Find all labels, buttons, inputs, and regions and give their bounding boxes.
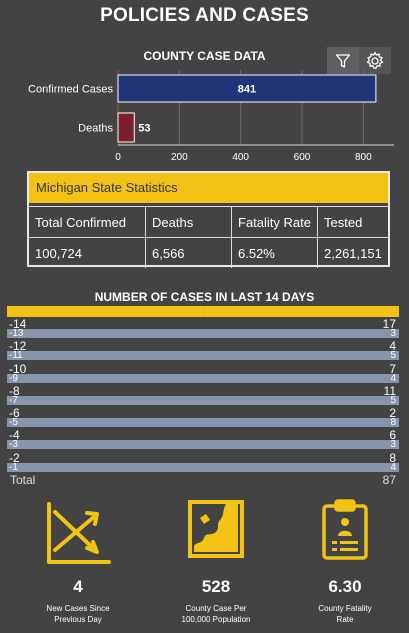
settings-button[interactable] — [359, 47, 391, 74]
day-row: -12 4 — [7, 339, 399, 353]
state-stats-header: Michigan State Statistics — [29, 173, 388, 203]
day-row: -9 4 — [7, 373, 399, 384]
gear-icon — [366, 51, 384, 69]
day-row: -3 3 — [7, 439, 399, 450]
filter-icon — [335, 53, 351, 68]
day-offset: -10 — [9, 362, 27, 376]
county-case-chart: 0 200 400 600 800 Confirmed Cases 841 Deaths 53 — [28, 70, 394, 163]
county-chart-title: COUNTY CASE DATA — [143, 49, 266, 63]
day-cases: 17 — [382, 317, 396, 331]
page-title: POLICIES AND CASES — [100, 5, 309, 26]
kpi-fatality-rate-value: 6.30 — [328, 577, 362, 596]
day-row: -7 5 — [7, 395, 399, 406]
day-offset: -3 — [9, 439, 18, 450]
x-tick-label: 0 — [115, 152, 121, 163]
column-header: Deaths — [146, 206, 232, 237]
column-header: Tested — [318, 206, 388, 237]
bar — [117, 74, 377, 103]
day-offset: -1 — [9, 462, 18, 473]
day-row: -8 11 — [7, 384, 399, 398]
kpi-label-line: County Fatality — [318, 604, 372, 613]
kpi-label-line: Previous Day — [54, 615, 102, 624]
x-tick-label: 200 — [171, 152, 188, 163]
day-cases: 3 — [390, 328, 396, 339]
filter-button[interactable] — [327, 47, 359, 74]
day-offset: -6 — [9, 406, 20, 420]
category-label: Deaths — [78, 123, 113, 135]
kpi-new-cases: 4 New Cases Since Previous Day — [10, 498, 146, 625]
total-confirmed-value: 100,724 — [29, 237, 146, 268]
day-row: -11 5 — [7, 350, 399, 361]
category-label: Confirmed Cases — [28, 84, 113, 96]
day-offset: -5 — [9, 417, 18, 428]
day-row: -5 8 — [7, 417, 399, 428]
tested-value: 2,261,151 — [318, 237, 388, 268]
kpi-label-line: 100,000 Population — [181, 615, 251, 624]
last14-header-bar — [7, 306, 399, 317]
day-row: -10 7 — [7, 362, 399, 376]
total-value: 87 — [382, 473, 396, 487]
day-offset: -14 — [9, 317, 27, 331]
fatality-rate-value: 6.52% — [232, 237, 318, 268]
kpi-new-cases-value: 4 — [73, 577, 83, 596]
day-row: -6 2 — [7, 406, 399, 420]
last14-total-row: Total 87 — [7, 473, 399, 487]
day-cases: 5 — [390, 395, 396, 406]
day-row: -4 6 — [7, 428, 399, 442]
state-stats-header-row: Total Confirmed Deaths Fatality Rate Tes… — [29, 206, 388, 237]
day-offset: -7 — [9, 395, 18, 406]
column-header: Fatality Rate — [232, 206, 318, 237]
day-offset: -11 — [9, 350, 23, 361]
crossing-arrows-icon — [47, 502, 111, 564]
day-row: -14 17 — [7, 317, 399, 331]
day-cases: 11 — [383, 384, 396, 398]
day-cases: 4 — [390, 462, 396, 473]
day-cases: 5 — [390, 350, 396, 361]
kpi-label-line: Rate — [336, 615, 354, 624]
x-tick-label: 400 — [232, 152, 249, 163]
day-offset: -8 — [9, 384, 20, 398]
kpi-case-per-100k-label: County Case Per 100,000 Population — [148, 603, 284, 625]
day-cases: 4 — [389, 339, 396, 353]
day-cases: 6 — [389, 428, 396, 442]
column-header: Total Confirmed — [29, 206, 146, 237]
kpi-label-line: New Cases Since — [46, 604, 110, 613]
kpi-case-per-100k-value: 528 — [201, 577, 231, 596]
day-row: -2 8 — [7, 451, 399, 465]
x-tick-label: 800 — [355, 152, 372, 163]
last14-title: NUMBER OF CASES IN LAST 14 DAYS — [94, 290, 315, 304]
map-region-icon — [188, 500, 244, 558]
bar-value-label: 841 — [238, 84, 256, 96]
kpi-label-line: County Case Per — [185, 604, 247, 613]
day-cases: 8 — [390, 417, 396, 428]
clipboard-person-icon — [322, 499, 368, 560]
day-offset: -2 — [9, 451, 20, 465]
kpi-fatality-rate: 6.30 County Fatality Rate — [277, 498, 409, 625]
kpi-fatality-rate-label: County Fatality Rate — [277, 603, 409, 625]
day-row: -1 4 — [7, 462, 399, 473]
total-label: Total — [10, 473, 36, 487]
day-offset: -4 — [9, 428, 20, 442]
day-offset: -13 — [9, 328, 24, 339]
day-cases: 8 — [389, 451, 396, 465]
day-cases: 4 — [390, 373, 396, 384]
state-stats-value-row: 100,724 6,566 6.52% 2,261,151 — [29, 237, 388, 268]
day-offset: -9 — [9, 373, 18, 384]
kpi-case-per-100k: 528 County Case Per 100,000 Population — [148, 498, 284, 625]
bar-value-label: 53 — [138, 123, 150, 135]
day-cases: 7 — [389, 362, 396, 376]
day-row: -13 3 — [7, 328, 399, 339]
chart-toolbar — [327, 47, 391, 74]
state-stats-table: Michigan State Statistics Total Confirme… — [27, 171, 390, 268]
bar — [117, 112, 135, 143]
day-offset: -12 — [9, 339, 27, 353]
day-cases: 3 — [390, 439, 396, 450]
x-tick-label: 600 — [294, 152, 311, 163]
deaths-value: 6,566 — [146, 237, 232, 268]
day-cases: 2 — [389, 406, 396, 420]
kpi-new-cases-label: New Cases Since Previous Day — [10, 603, 146, 625]
